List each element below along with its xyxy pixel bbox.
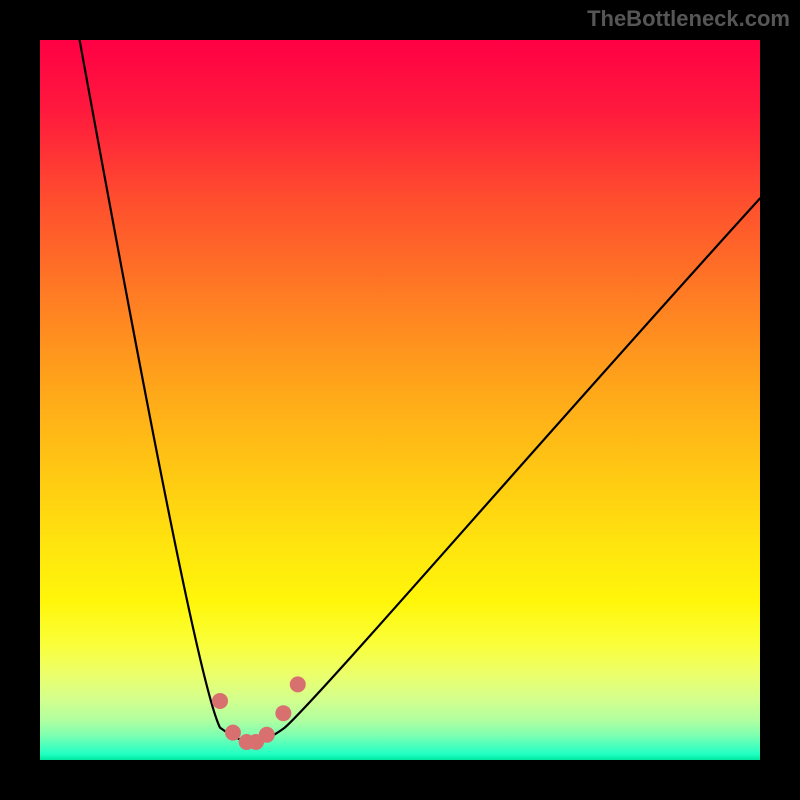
watermark-text: TheBottleneck.com: [587, 6, 790, 32]
chart-container: TheBottleneck.com: [0, 0, 800, 800]
plot-area: [40, 40, 760, 760]
gradient-background: [40, 40, 760, 760]
